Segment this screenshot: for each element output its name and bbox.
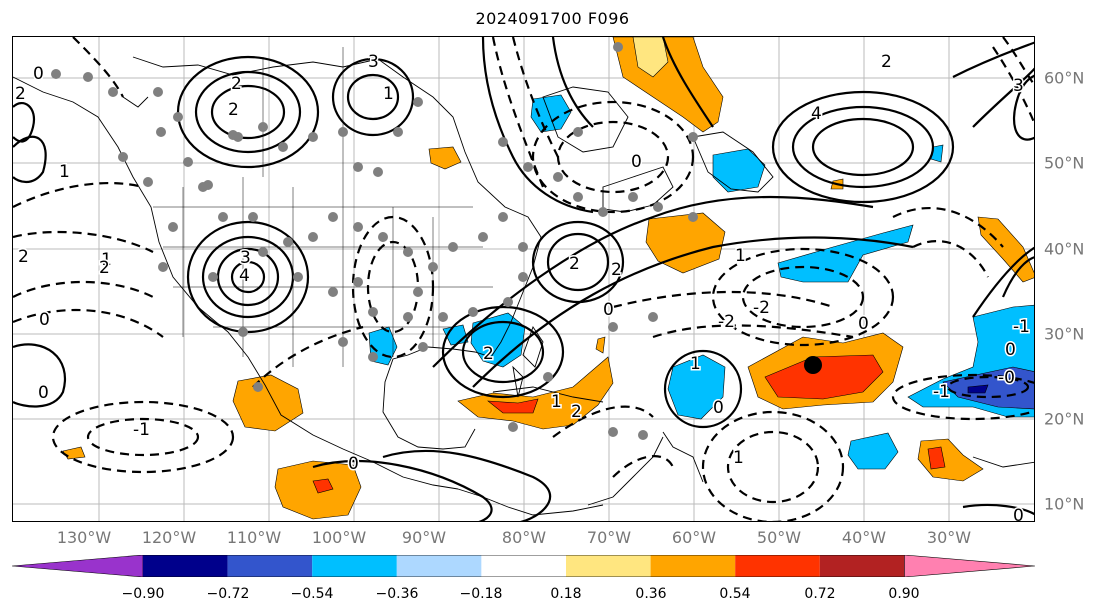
colorbar-segment (566, 555, 651, 577)
colorbar-tick-label: −0.72 (206, 586, 250, 602)
contour-label: 2 (99, 258, 110, 278)
lon-tick-label: 100°W (311, 528, 367, 547)
lat-tick-label: 20°N (1044, 409, 1085, 429)
contour-label: 3 (1013, 76, 1024, 96)
contour-label: -2 (718, 312, 735, 332)
contour-label: 2 (18, 247, 29, 267)
colorbar-segment (904, 555, 1035, 577)
lon-tick-label: 70°W (586, 528, 632, 547)
contour-label: -1 (933, 382, 950, 402)
contour-label: 0 (38, 383, 49, 403)
contour-label: 1 (551, 392, 562, 412)
station-dots (51, 42, 698, 440)
map-svg: 2 3 2 1 2 4 2 0 1 2 1 3 4 0 2 -2 0 0 0 -… (13, 37, 1034, 522)
contour-label: -1 (133, 420, 150, 440)
colorbar-tick-label: 0.18 (550, 586, 582, 602)
colorbar-segment (735, 555, 820, 577)
contour-label: -0 (998, 368, 1015, 388)
contour-label: 2 (228, 100, 239, 120)
contour-label: 2 (611, 260, 622, 280)
contour-label: 0 (1005, 340, 1016, 360)
contour-label: 4 (239, 266, 250, 286)
contour-label: 1 (101, 250, 112, 270)
colorbar-segment (481, 555, 566, 577)
contour-label: -1 (1013, 317, 1030, 337)
dashed-contours (13, 37, 1034, 521)
lon-tick-label: 110°W (226, 528, 282, 547)
contour-label: 2 (571, 402, 582, 422)
contour-label: 1 (733, 448, 744, 468)
colorbar-segment (12, 555, 144, 577)
contour-label: 0 (858, 314, 869, 334)
storm-center-marker (804, 356, 822, 374)
lat-tick-label: 50°N (1044, 153, 1085, 173)
contour-label: 1 (735, 246, 746, 266)
lat-tick-label: 30°N (1044, 324, 1085, 344)
contour-label: 1 (383, 84, 394, 104)
colorbar-segment (312, 555, 397, 577)
colorbar (12, 555, 1035, 577)
contour-label: 3 (368, 52, 379, 72)
contour-labels: 2 3 2 1 2 4 2 0 1 2 1 3 4 0 2 -2 0 0 0 -… (14, 51, 1032, 522)
contour-label: 1 (690, 354, 701, 374)
contour-label: 2 (483, 344, 494, 364)
map-panel: 2 3 2 1 2 4 2 0 1 2 1 3 4 0 2 -2 0 0 0 -… (12, 36, 1035, 522)
lon-tick-label: 120°W (141, 528, 197, 547)
colorbar-tick-label: −0.54 (290, 586, 334, 602)
lon-tick-label: 40°W (841, 528, 887, 547)
contour-label: 0 (1013, 506, 1024, 522)
contour-label: 0 (348, 454, 359, 474)
contour-label: 2 (231, 74, 242, 94)
colorbar-segment (819, 555, 905, 577)
contour-label: 2 (569, 254, 580, 274)
contour-label: 0 (631, 152, 642, 172)
lon-tick-label: 90°W (401, 528, 447, 547)
lat-tick-label: 60°N (1044, 68, 1085, 88)
colorbar-tick-label: −0.18 (459, 586, 503, 602)
contour-label: 0 (603, 300, 614, 320)
colorbar-segment (650, 555, 736, 577)
lon-tick-label: 50°W (756, 528, 802, 547)
colorbar-tick-label: −0.36 (375, 586, 419, 602)
contour-label: 4 (811, 104, 822, 124)
lat-tick-label: 10°N (1044, 494, 1085, 514)
colorbar-tick-label: 0.72 (804, 586, 836, 602)
lon-tick-label: 30°W (926, 528, 972, 547)
contour-label: 3 (240, 248, 251, 268)
map-title: 2024091700 F096 (475, 9, 630, 28)
colorbar-tick-label: 0.90 (888, 586, 920, 602)
lat-tick-label: 40°N (1044, 239, 1085, 259)
colorbar-tick-label: 0.54 (719, 586, 751, 602)
contour-label: 0 (713, 398, 724, 418)
contour-label: 2 (15, 84, 26, 104)
lon-tick-label: 60°W (671, 528, 717, 547)
colorbar-segment (227, 555, 313, 577)
contour-label: 2 (881, 52, 892, 72)
colorbar-tick-label: 0.36 (635, 586, 667, 602)
colorbar-segment (396, 555, 482, 577)
contour-label: 0 (39, 310, 50, 330)
contour-label: 0 (33, 64, 44, 84)
colorbar-tick-label: −0.90 (121, 586, 165, 602)
lon-tick-label: 130°W (56, 528, 112, 547)
colorbar-segment (143, 555, 228, 577)
contour-label: -2 (753, 298, 770, 318)
lon-tick-label: 80°W (501, 528, 547, 547)
contour-label: 1 (59, 162, 70, 182)
